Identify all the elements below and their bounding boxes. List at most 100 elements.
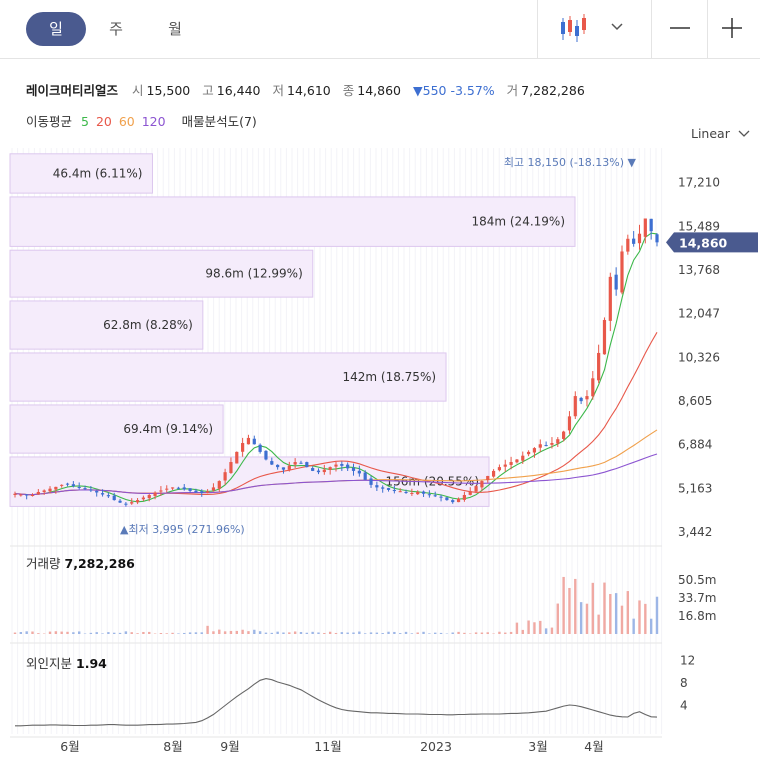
volume-bar — [340, 632, 344, 634]
volume-bar — [603, 582, 606, 634]
volume-bar — [282, 632, 285, 634]
tab-monthly[interactable]: 월 — [168, 20, 182, 38]
volume-profile-label: 69.4m (9.14%) — [123, 422, 213, 436]
y-tick-label: 10,326 — [678, 350, 720, 364]
volume-bar — [328, 631, 332, 634]
volume-bar — [404, 631, 408, 634]
volume-bar — [311, 631, 314, 634]
volume-bar — [159, 632, 163, 634]
scale-selector[interactable]: Linear — [691, 126, 750, 141]
candle-body — [416, 491, 420, 495]
volume-bar — [614, 593, 618, 634]
volume-bar — [113, 632, 116, 634]
moving-average-legend[interactable]: 이동평균 5 20 60 120 매물분석도(7) — [26, 111, 262, 130]
y-tick-label: 13,768 — [678, 263, 720, 277]
volume-profile-label: 46.4m (6.11%) — [53, 166, 143, 180]
candle-body — [649, 218, 653, 232]
candle-body — [182, 487, 186, 490]
zoom-in-icon[interactable] — [720, 16, 744, 40]
volume-bar — [78, 631, 81, 634]
volume-profile-bar — [9, 249, 314, 298]
volume-tick-label: 16.8m — [678, 609, 716, 623]
volume-bar — [539, 620, 542, 634]
candle-body — [194, 490, 198, 493]
candlestick-type-button[interactable] — [552, 12, 642, 46]
volume-bar — [31, 631, 34, 634]
candle-body — [497, 467, 502, 471]
candle-body — [486, 475, 490, 481]
volume-bar — [37, 633, 40, 634]
volume-bar — [352, 632, 355, 634]
max-price-annotation: 최고 18,150 (-18.13%) ▼ — [504, 156, 637, 169]
volume-bar — [165, 633, 168, 634]
volume-bar — [463, 632, 466, 634]
foreign-panel-title: 외인지분 — [26, 656, 73, 671]
volume-bar — [253, 629, 256, 634]
toolbar-divider — [651, 0, 652, 58]
volume-panel-value: 7,282,286 — [64, 556, 135, 571]
candle-body — [515, 459, 519, 463]
open-label: 시 — [132, 83, 144, 98]
volume-bar — [66, 631, 69, 634]
candle-body — [305, 462, 309, 468]
tab-weekly[interactable]: 주 — [109, 20, 123, 38]
volume-profile-bar — [9, 300, 204, 350]
candle-body — [200, 491, 204, 493]
candle-body — [188, 488, 192, 491]
volume-bar — [562, 576, 565, 634]
volume-bar — [95, 632, 98, 634]
ma-120: 120 — [141, 114, 166, 129]
volume-bar — [422, 631, 425, 634]
candle-body — [89, 489, 93, 491]
candle-body — [386, 488, 391, 490]
volume-bar — [527, 620, 530, 634]
price-summary: 레이크머티리얼즈 시 15,500 고 16,440 저 14,610 종 14,860… — [26, 80, 593, 99]
tab-daily[interactable]: 일 — [26, 12, 86, 46]
volume-bar — [358, 631, 361, 634]
volume-bar — [223, 631, 227, 634]
volume-bar — [229, 630, 233, 634]
candle-body — [602, 319, 607, 355]
moving-average-line-120 — [14, 453, 658, 496]
candle-body — [19, 494, 23, 496]
candle-body — [25, 494, 29, 496]
candle-body — [462, 495, 466, 500]
candle-body — [392, 490, 396, 492]
volume-profile-label: 매물분석도(7) — [181, 114, 257, 129]
high-value: 16,440 — [216, 83, 261, 98]
candle-body — [217, 481, 221, 489]
candle-body — [147, 495, 151, 499]
candle-body — [550, 443, 554, 445]
y-tick-label: 5,163 — [678, 481, 712, 495]
volume-bar — [241, 629, 244, 634]
volume-bar — [428, 633, 431, 634]
candle-body — [60, 484, 64, 486]
volume-bar — [136, 633, 139, 634]
ma-60: 60 — [118, 114, 135, 129]
volume-bar — [89, 632, 93, 634]
candle-body — [591, 378, 595, 397]
volume-bar — [194, 632, 198, 634]
volume-bar — [574, 578, 577, 634]
volume-bar — [171, 632, 174, 634]
candle-body — [65, 483, 70, 485]
stock-name: 레이크머티리얼즈 — [26, 83, 119, 98]
candle-body — [626, 238, 630, 252]
open-value: 15,500 — [146, 83, 191, 98]
volume-bar — [25, 631, 28, 634]
candle-body — [316, 470, 321, 473]
candle-body — [538, 444, 542, 448]
volume-bar — [107, 632, 110, 634]
volume-bar — [317, 632, 320, 634]
zoom-out-icon[interactable] — [668, 16, 692, 40]
candle-body — [532, 448, 537, 453]
volume-bar — [644, 603, 647, 634]
volume-profile-label: 62.8m (8.28%) — [103, 318, 193, 332]
candle-body — [106, 495, 110, 497]
volume-bar — [638, 600, 641, 634]
candle-body — [632, 238, 636, 244]
candle-body — [211, 487, 216, 491]
volume-bar — [13, 632, 17, 634]
foreign-panel-value: 1.94 — [76, 656, 107, 671]
